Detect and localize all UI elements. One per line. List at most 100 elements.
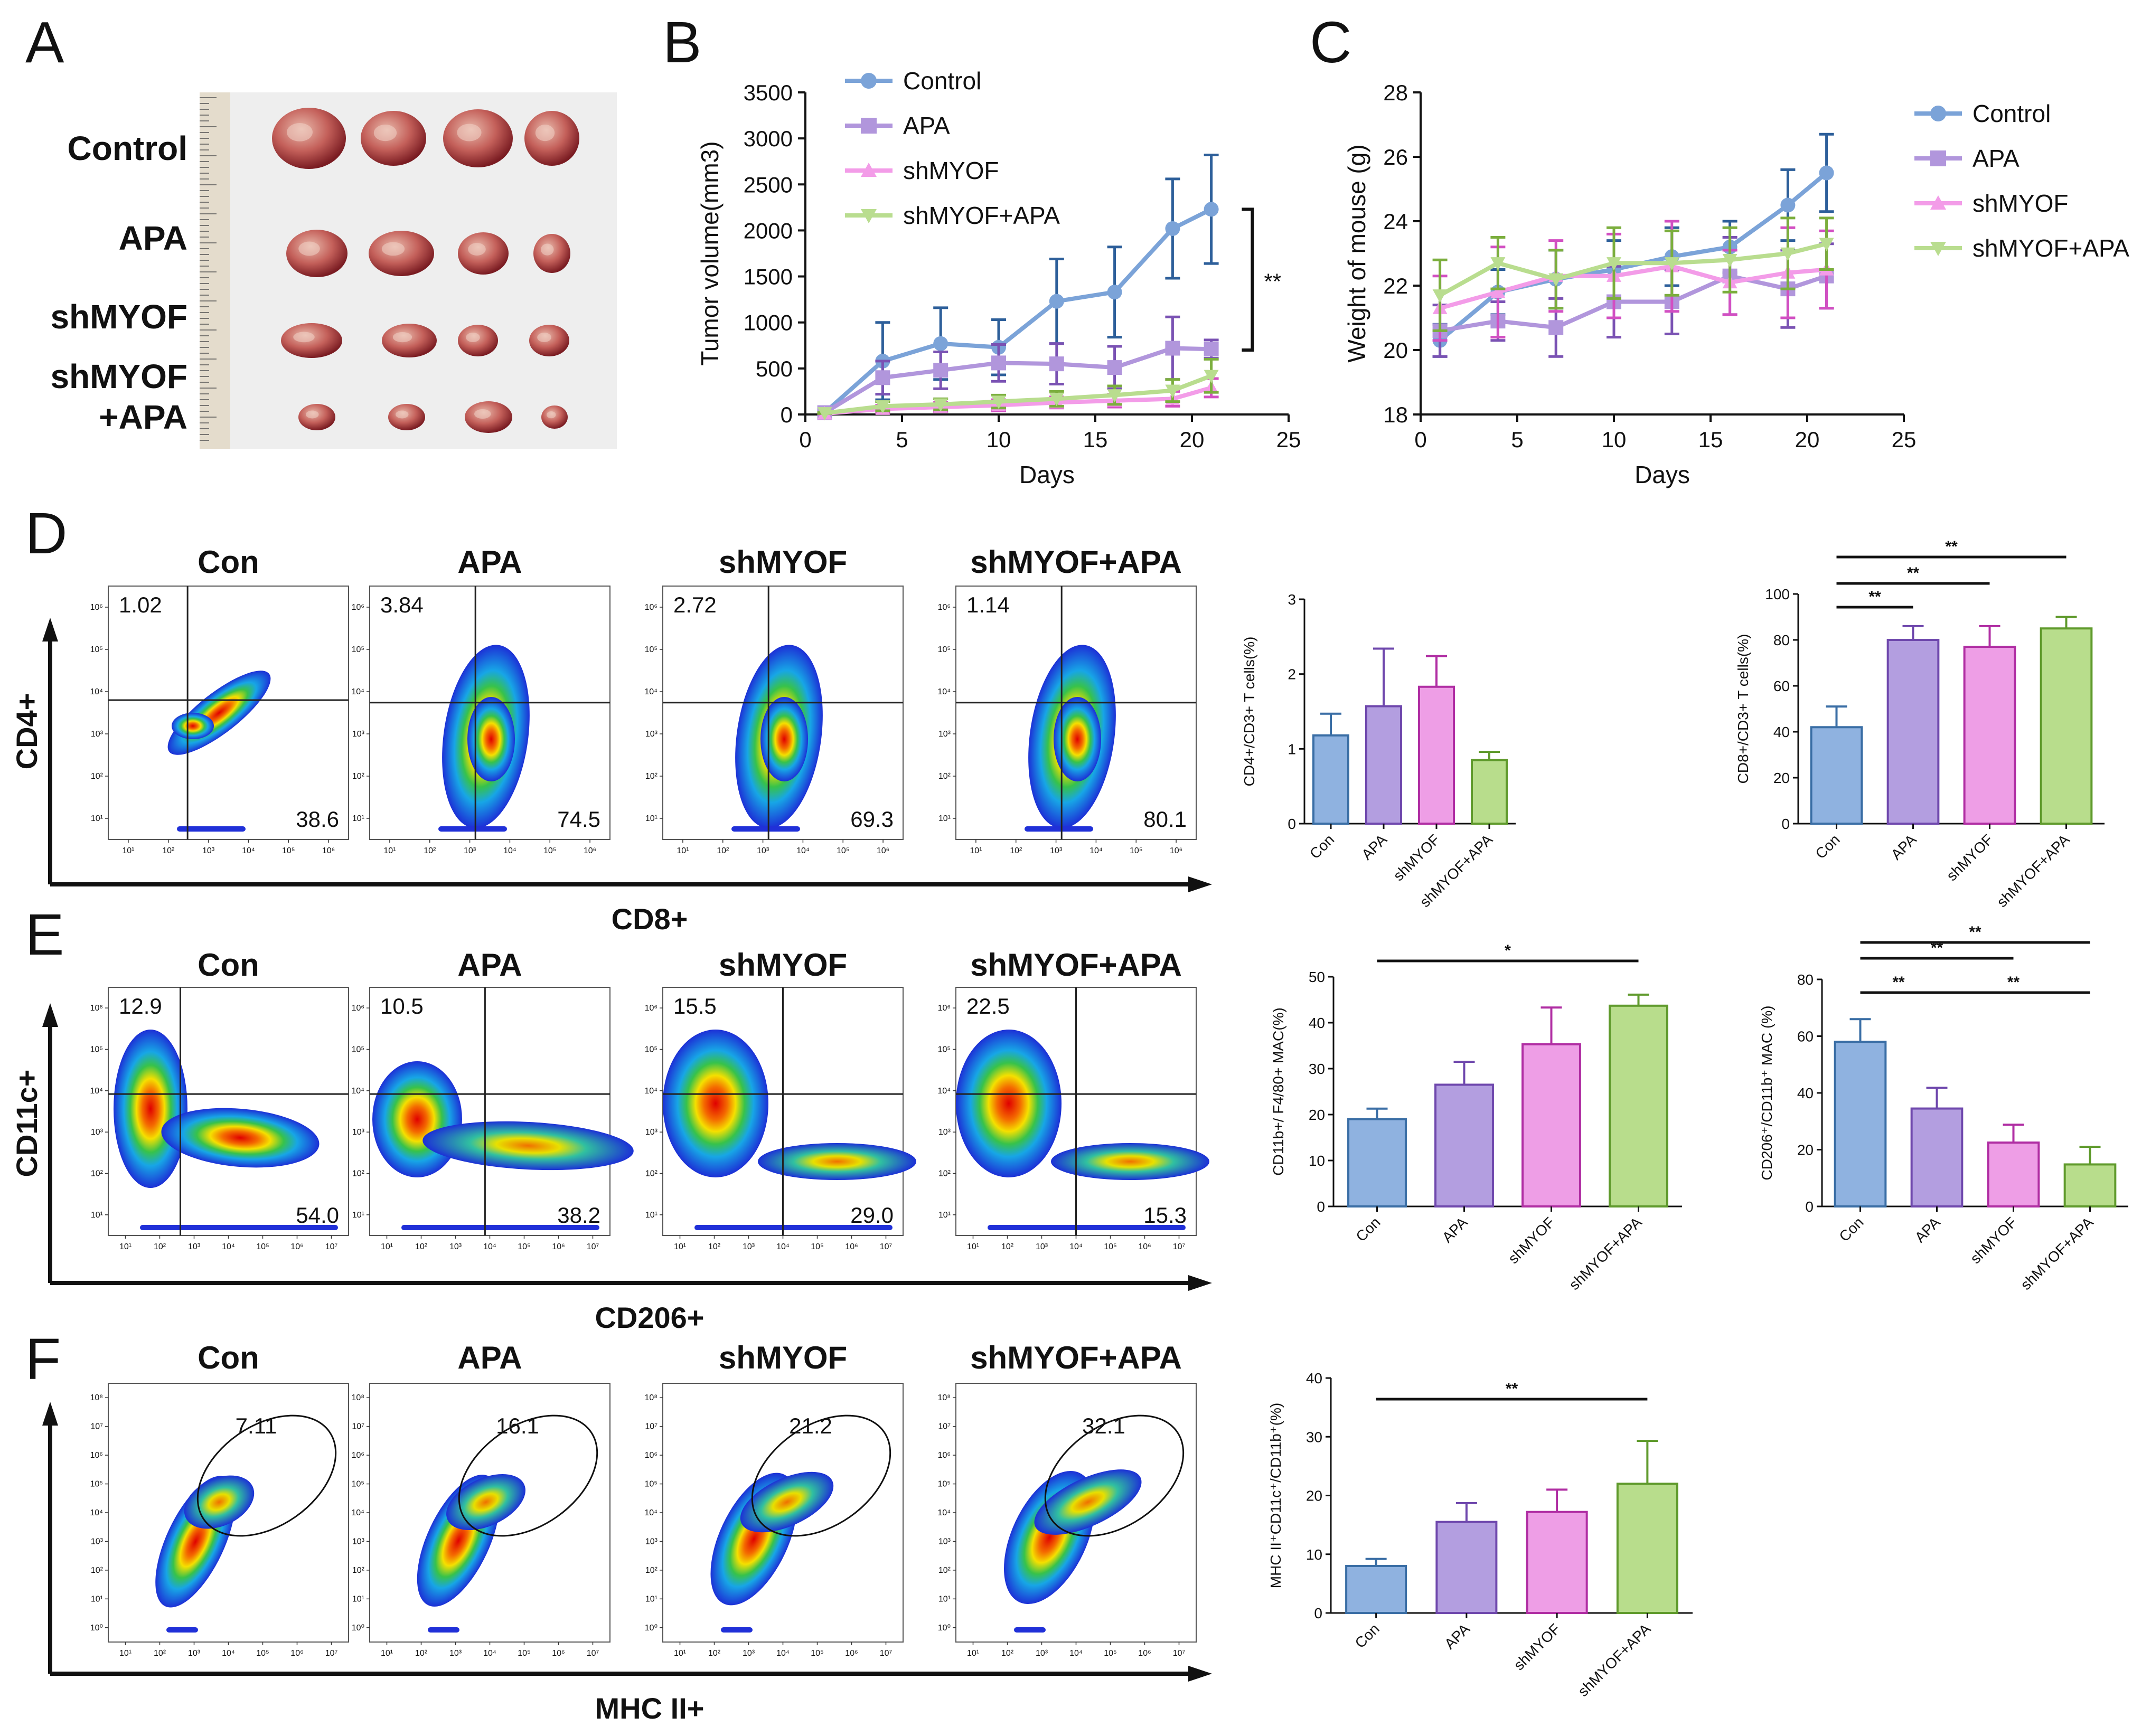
data-point [1490,257,1506,271]
photo-label-shmyof: shMYOF [50,298,187,336]
flow-x-tick-label: 10⁶ [845,1649,858,1658]
y-tick-label: 2 [1288,666,1296,683]
flow-y-tick-label: 10⁰ [352,1624,364,1633]
y-tick-label: 0 [781,402,793,427]
mhc-bar-chart: 0 10 20 30 40 MHC II⁺CD11c⁺/CD11b⁺(%) Con APA sh… [1267,1370,1693,1700]
photo-label-shmyof-apa-2: +APA [99,398,187,436]
data-point [1204,342,1219,357]
y-tick-label: 30 [1309,1061,1325,1077]
upper-left-percent: 1.02 [119,592,162,617]
upper-left-percent: 12.9 [119,994,162,1018]
flow-y-tick-label: 10² [938,772,951,781]
flow-y-tick-label: 10⁷ [645,1422,657,1431]
flow-x-tick-label: 10³ [464,846,476,855]
flow-y-tick-label: 10⁵ [645,1045,657,1054]
data-point [861,73,877,89]
flow-y-tick-label: 10¹ [938,814,951,823]
gate-ellipse [751,1414,891,1537]
y-tick-label: 18 [1383,402,1408,427]
upper-left-percent: 22.5 [966,994,1010,1018]
flow-y-tick-label: 10⁸ [937,1393,951,1402]
y-tick-label: 0 [1317,1199,1325,1215]
x-arrow-head [1188,876,1212,892]
flow-plot-title: shMYOF [719,544,847,580]
flow-y-tick-label: 10⁶ [90,1451,103,1460]
flow-x-tick-label: 10⁵ [282,846,295,855]
flow-y-tick-label: 10¹ [645,1211,657,1220]
flow-plot-title: Con [198,947,259,983]
flow-y-tick-label: 10³ [352,730,365,739]
data-point [933,363,948,378]
flow-x-tick-label: 10³ [743,1649,755,1658]
bar [2040,627,2093,825]
legend-item: Control [845,67,981,95]
bar-group [1834,1018,1887,1207]
flow-x-tick-label: 10⁶ [290,1649,303,1658]
flow-x-tick-label: 10⁵ [518,1649,530,1658]
y-tick-label: 60 [1773,678,1790,694]
panel-label-d: D [25,501,67,566]
legend-label: shMYOF [903,157,999,184]
significance-label: * [1505,942,1511,959]
bar [1365,705,1402,825]
x-arrow-head [1188,1275,1212,1291]
bar [1347,1118,1407,1207]
y-tick-label: 20 [1797,1142,1814,1158]
data-point [1930,150,1946,166]
y-tick-label: 24 [1383,209,1408,234]
flow-x-tick-label: 10⁴ [483,1242,496,1251]
flow-plot-1: Con 10¹ 10² 10³ 10⁴ 10⁵ 10⁶ 10⁷ 10⁰ 10¹ 10² 10³ 10⁴ 1… [90,1340,349,1658]
data-point [1165,221,1180,236]
panel-label-c: C [1310,10,1351,75]
flow-y-tick-label: 10⁵ [352,1480,364,1489]
flow-x-tick-label: 10¹ [967,1242,979,1251]
flow-x-tick-label: 10³ [743,1242,755,1251]
y-tick-label: 1 [1288,741,1296,757]
flow-y-tick-label: 10⁷ [90,1422,103,1431]
flow-plot-4: shMYOF+APA 10¹ 10² 10³ 10⁴ 10⁵ 10⁶ 10¹ 10² 10³ 10⁴… [937,544,1197,855]
data-point [1165,384,1180,398]
flow-y-tick-label: 10⁶ [938,603,951,612]
x-tick-label: shMYOF+APA [2017,1214,2097,1293]
data-point [1930,106,1946,121]
x-arrow-head [1188,1666,1212,1682]
flow-row-f: Con 10¹ 10² 10³ 10⁴ 10⁵ 10⁶ 10⁷ 10⁰ 10¹ 10² 10³ 10⁴ 1… [42,1340,1212,1725]
bar [1616,1483,1678,1614]
panel-label-e: E [25,902,64,967]
axis-event-band [140,1225,338,1230]
ruler [200,92,230,449]
flow-y-tick-label: 10³ [352,1128,365,1137]
flow-y-tick-label: 10² [91,772,104,781]
flow-x-tick-label: 10³ [757,846,769,855]
data-point [861,163,877,177]
flow-x-tick-label: 10¹ [119,1242,131,1251]
flow-x-tick-label: 10¹ [674,1242,686,1251]
y-tick-label: 30 [1306,1429,1322,1445]
flow-x-tick-label: 10² [1001,1649,1014,1658]
density-cluster [740,1471,834,1533]
y-tick-label: 10 [1309,1153,1325,1169]
data-point [875,370,890,385]
flow-plot-title: shMYOF+APA [970,1340,1182,1375]
flow-y-tick-label: 10⁵ [938,1480,951,1489]
flow-x-tick-label: 10⁵ [811,1649,823,1658]
flow-y-tick-label: 10⁴ [351,1087,364,1096]
panel-label-b: B [663,10,701,75]
flow-y-tick-label: 10³ [91,730,104,739]
y-tick-label: 3000 [744,126,793,151]
axis-event-band [428,1627,459,1633]
y-tick-label: 20 [1383,338,1408,363]
data-point [1930,195,1946,210]
flow-x-tick-label: 10⁶ [1138,1649,1151,1658]
panel-label-a: A [25,10,64,75]
y-tick-label: 60 [1797,1029,1814,1045]
density-cluster [372,1061,462,1177]
bar-group [1471,751,1508,825]
flow-y-tick-label: 10² [352,1169,365,1178]
data-point [1548,273,1564,287]
density-cluster [663,1030,768,1177]
data-point [991,395,1006,409]
flow-plot-title: shMYOF [719,947,847,983]
flow-x-tick-label: 10⁴ [1069,1649,1083,1658]
flow-x-tick-label: 10² [708,1242,721,1251]
